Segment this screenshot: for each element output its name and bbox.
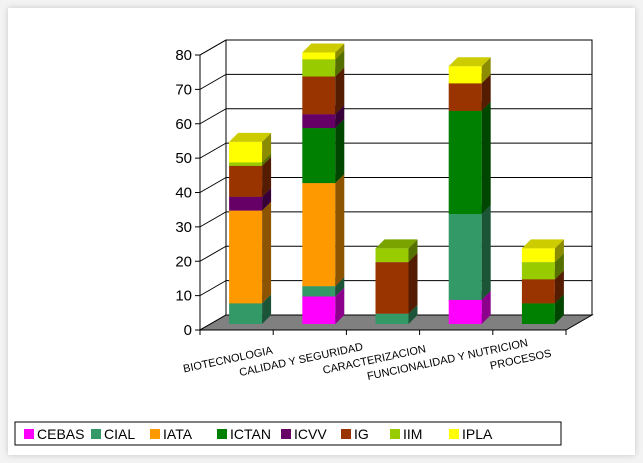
y-tick-label: 20 xyxy=(175,253,192,270)
gridline-side xyxy=(200,178,226,193)
gridline-side xyxy=(200,246,226,261)
bar-iata-side xyxy=(262,202,271,304)
legend-swatch-iata xyxy=(150,429,160,439)
legend-swatch-ipla xyxy=(449,429,459,439)
legend-label-cebas: CEBAS xyxy=(37,426,84,442)
y-tick-label: 30 xyxy=(175,219,192,236)
bar-ipla xyxy=(229,142,262,163)
legend-label-ictan: ICTAN xyxy=(230,426,271,442)
bar-cial xyxy=(302,286,335,296)
bar-iim xyxy=(229,162,262,165)
bar-ig-side xyxy=(409,253,418,314)
bar-cial xyxy=(376,314,409,324)
bar-iata-side xyxy=(335,174,344,286)
side-wall-top xyxy=(200,40,226,55)
bar-cebas xyxy=(302,297,335,325)
y-tick-label: 60 xyxy=(175,116,192,133)
y-tick-label: 70 xyxy=(175,81,192,98)
bar-iim xyxy=(522,262,555,279)
y-tick-label: 80 xyxy=(175,47,192,64)
y-tick-label: 50 xyxy=(175,150,192,167)
bar-ig xyxy=(302,77,335,115)
bar-cial xyxy=(449,214,482,300)
bar-iata xyxy=(302,183,335,286)
legend-swatch-icvv xyxy=(281,429,291,439)
bar-iim xyxy=(302,59,335,76)
bar-ipla xyxy=(522,248,555,262)
legend-label-ipla: IPLA xyxy=(462,426,493,442)
legend-swatch-cebas xyxy=(24,429,34,439)
bar-ipla xyxy=(449,66,482,83)
bar-ipla xyxy=(302,52,335,59)
bar-ig xyxy=(376,262,409,314)
gridline-side xyxy=(200,74,226,89)
legend-swatch-ictan xyxy=(217,429,227,439)
legend-label-cial: CIAL xyxy=(104,426,135,442)
gridline-side xyxy=(200,281,226,296)
legend-label-ig: IG xyxy=(354,426,369,442)
bar-cebas xyxy=(449,300,482,324)
bar-ictan xyxy=(449,111,482,214)
legend-label-icvv: ICVV xyxy=(294,426,327,442)
gridline-side xyxy=(200,212,226,227)
bar-icvv xyxy=(229,197,262,211)
legend-label-iata: IATA xyxy=(163,426,193,442)
bar-cial-side xyxy=(482,205,491,300)
bar-ictan-side xyxy=(482,102,491,214)
bar-icvv xyxy=(302,114,335,128)
y-tick-label: 40 xyxy=(175,185,192,202)
bar-ictan-side xyxy=(335,119,344,183)
bar-ig xyxy=(449,83,482,111)
bar-ictan xyxy=(302,128,335,183)
bar-iata xyxy=(229,211,262,304)
bar-iim xyxy=(376,248,409,262)
legend-swatch-iim xyxy=(390,429,400,439)
gridline-side xyxy=(200,143,226,158)
y-tick-label: 10 xyxy=(175,288,192,305)
legend-swatch-cial xyxy=(91,429,101,439)
bar-ig xyxy=(229,166,262,197)
gridline-side xyxy=(200,109,226,124)
bar-ig xyxy=(522,279,555,303)
bar-cial xyxy=(229,303,262,324)
chart-card: 0 10 20 30 40 50 60 70 80 BIOTECNOLOGIA CALIDAD Y … xyxy=(8,8,635,455)
y-tick-label: 0 xyxy=(184,322,192,339)
legend-swatch-ig xyxy=(341,429,351,439)
legend-label-iim: IIM xyxy=(403,426,422,442)
bar-ictan xyxy=(522,303,555,324)
